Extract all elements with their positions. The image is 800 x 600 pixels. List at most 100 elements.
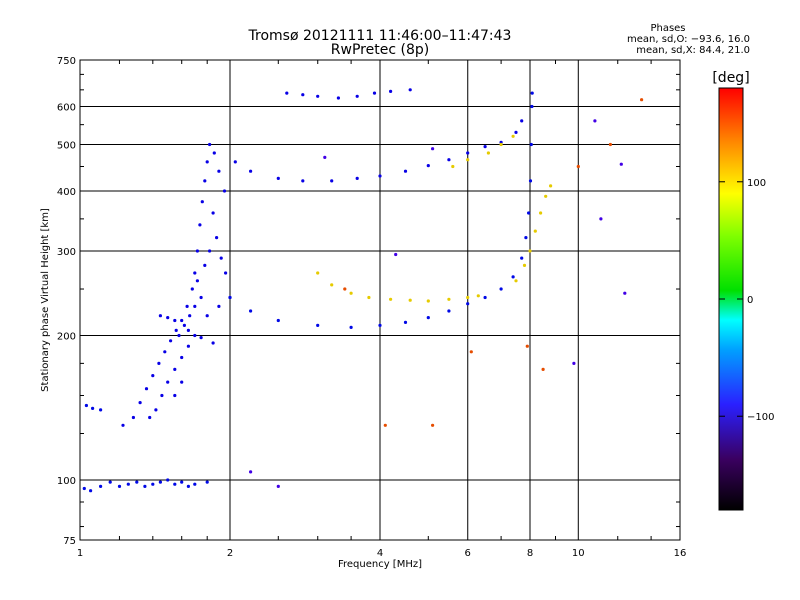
data-point bbox=[173, 482, 177, 486]
data-point bbox=[349, 291, 353, 295]
data-point bbox=[447, 297, 451, 301]
data-point bbox=[301, 179, 305, 183]
data-point bbox=[193, 271, 197, 275]
data-point bbox=[520, 256, 524, 260]
data-point bbox=[193, 304, 197, 308]
data-point bbox=[190, 287, 194, 291]
data-point bbox=[82, 486, 86, 491]
data-point bbox=[160, 393, 164, 398]
data-point bbox=[217, 304, 221, 308]
data-point bbox=[177, 333, 181, 338]
x-tick-label: 10 bbox=[572, 548, 585, 559]
data-point bbox=[623, 291, 627, 295]
data-point bbox=[599, 217, 603, 221]
chart-title: Tromsø 20121111 11:46:00–11:47:43 bbox=[248, 28, 512, 44]
data-point bbox=[593, 119, 597, 123]
data-point bbox=[205, 160, 209, 164]
data-point bbox=[195, 279, 199, 283]
data-point bbox=[195, 249, 199, 253]
data-point bbox=[522, 263, 527, 267]
data-point bbox=[403, 320, 408, 324]
y-tick-label: 75 bbox=[63, 536, 76, 547]
data-point bbox=[426, 299, 430, 303]
data-point bbox=[143, 484, 147, 488]
data-point bbox=[180, 480, 184, 484]
data-point bbox=[524, 236, 528, 240]
data-point bbox=[166, 478, 170, 482]
data-point bbox=[173, 393, 177, 398]
data-point bbox=[212, 151, 216, 155]
data-point bbox=[511, 134, 515, 138]
data-point bbox=[378, 174, 382, 178]
data-point bbox=[205, 480, 209, 484]
data-point bbox=[276, 176, 280, 180]
data-point bbox=[199, 336, 203, 340]
data-point bbox=[469, 350, 473, 354]
data-point bbox=[193, 333, 197, 338]
data-point bbox=[249, 309, 253, 313]
data-point bbox=[180, 355, 184, 360]
data-point bbox=[169, 339, 173, 343]
data-point bbox=[316, 323, 320, 327]
data-point bbox=[466, 151, 470, 155]
data-point bbox=[476, 294, 480, 298]
data-point bbox=[193, 482, 197, 486]
data-point bbox=[224, 271, 228, 275]
data-point bbox=[186, 328, 190, 332]
data-points bbox=[82, 88, 644, 493]
data-point bbox=[215, 236, 219, 240]
y-tick-label: 300 bbox=[57, 247, 76, 258]
data-point bbox=[549, 184, 553, 188]
data-point bbox=[233, 160, 237, 164]
data-point bbox=[608, 142, 613, 147]
data-point bbox=[330, 179, 334, 183]
data-point bbox=[408, 88, 412, 92]
data-point bbox=[188, 314, 192, 318]
data-point bbox=[131, 415, 135, 420]
data-point bbox=[640, 98, 644, 102]
data-point bbox=[276, 484, 280, 488]
data-point bbox=[389, 297, 393, 301]
data-point bbox=[372, 91, 377, 95]
data-point bbox=[198, 223, 202, 227]
x-axis-label: Frequency [MHz] bbox=[338, 559, 422, 570]
data-point bbox=[514, 279, 518, 283]
data-point bbox=[166, 316, 170, 320]
data-point bbox=[126, 482, 130, 486]
data-point bbox=[99, 408, 103, 412]
data-point bbox=[151, 482, 155, 486]
data-point bbox=[394, 252, 398, 257]
data-point bbox=[166, 380, 170, 384]
data-point bbox=[426, 316, 430, 320]
colorbar-tick-label: 0 bbox=[747, 295, 753, 306]
data-point bbox=[483, 145, 487, 149]
data-point bbox=[89, 489, 93, 493]
data-point bbox=[486, 151, 490, 155]
data-point bbox=[199, 295, 203, 300]
data-point bbox=[378, 323, 382, 327]
y-tick-label: 100 bbox=[57, 476, 76, 487]
data-point bbox=[285, 91, 289, 95]
data-point bbox=[576, 164, 580, 169]
data-point bbox=[208, 249, 212, 253]
data-point bbox=[383, 423, 387, 427]
data-point bbox=[173, 367, 177, 371]
data-point bbox=[219, 256, 223, 260]
y-tick-label: 750 bbox=[57, 56, 76, 67]
data-point bbox=[157, 361, 161, 365]
data-point bbox=[200, 200, 204, 204]
data-point bbox=[99, 484, 103, 488]
data-point bbox=[151, 374, 155, 378]
data-point bbox=[499, 142, 503, 147]
data-point bbox=[301, 93, 305, 97]
data-point bbox=[451, 164, 455, 169]
colorbar-tick-label: −100 bbox=[747, 412, 774, 423]
data-point bbox=[355, 176, 359, 180]
stats-line-o: mean, sd,O: −93.6, 16.0 bbox=[627, 34, 750, 45]
data-point bbox=[174, 328, 178, 332]
x-tick-label: 1 bbox=[77, 548, 83, 559]
data-point bbox=[158, 480, 162, 484]
data-point bbox=[186, 484, 190, 488]
data-point bbox=[343, 287, 347, 291]
